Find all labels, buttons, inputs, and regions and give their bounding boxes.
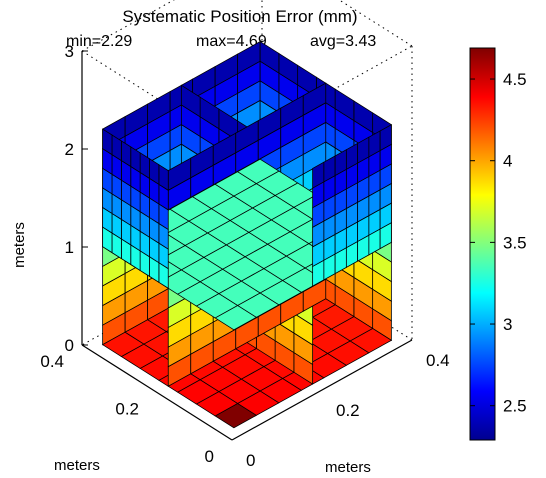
y-tick-label: 0: [246, 451, 255, 470]
stat-min: min=2.29: [66, 33, 132, 50]
z-tick-label: 3: [65, 42, 74, 61]
x-tick-label: 0: [205, 447, 214, 466]
y-tick-label: 0.2: [336, 401, 360, 420]
stat-max: max=4.69: [196, 33, 267, 50]
z-tick-label: 0: [65, 336, 74, 355]
axis-ticks: 0 1 2 3 0.4 0.2 0 0 0.2 0.4: [40, 42, 449, 470]
x-tick-label: 0.4: [40, 352, 64, 371]
cube-inner-wall-cell: [302, 82, 327, 116]
colorbar-tick-label: 3: [503, 315, 512, 334]
axis-line: [81, 344, 233, 441]
z-axis-label: meters: [11, 222, 28, 268]
z-tick-label: 2: [65, 140, 74, 159]
cube-surface: [101, 40, 393, 429]
colorbar-ticks: 2.5 3 3.5 4 4.5: [470, 70, 527, 416]
colorbar-tick-label: 3.5: [503, 233, 527, 252]
colorbar-tick-label: 4: [503, 152, 512, 171]
cube-front-wall-cell: [102, 128, 113, 156]
colorbar-tick-label: 4.5: [503, 70, 527, 89]
x-axis-label: meters: [54, 457, 100, 474]
cube-slice-cell: [236, 158, 280, 185]
y-tick-label: 0.4: [426, 351, 450, 370]
chart-title: Systematic Position Error (mm): [122, 7, 357, 26]
z-tick-label: 1: [65, 238, 74, 257]
y-axis-label: meters: [325, 459, 371, 476]
stat-avg: avg=3.43: [310, 33, 376, 50]
colorbar-tick-label: 2.5: [503, 397, 527, 416]
axis-line: [231, 339, 413, 441]
colorbar: [469, 47, 496, 441]
axis-grid-line: [81, 0, 175, 52]
cube-inner-wall-cell: [180, 84, 201, 118]
x-tick-label: 0.2: [115, 400, 139, 419]
cube-front-wall-cell: [379, 124, 392, 152]
cube-back-wall-cell: [259, 40, 280, 74]
